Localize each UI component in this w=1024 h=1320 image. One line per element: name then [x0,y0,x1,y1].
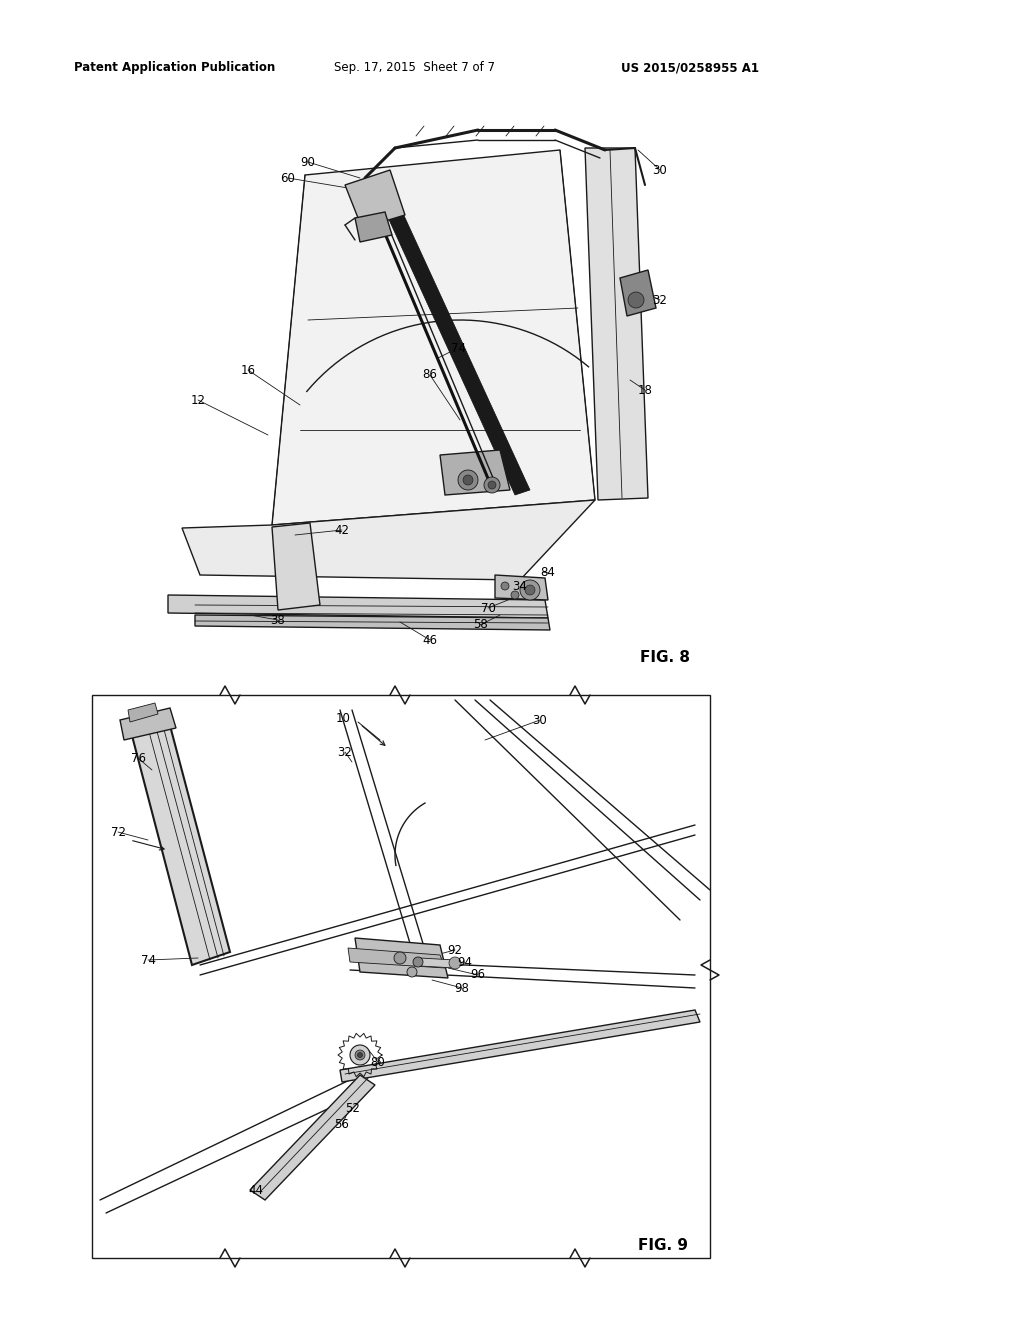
Polygon shape [130,718,230,965]
Polygon shape [182,500,595,579]
Polygon shape [348,948,445,968]
Circle shape [407,968,417,977]
Circle shape [525,585,535,595]
Circle shape [520,579,540,601]
Text: 74: 74 [451,342,466,355]
Text: 56: 56 [335,1118,349,1131]
Polygon shape [128,704,158,722]
Text: 16: 16 [241,363,256,376]
Text: Sep. 17, 2015  Sheet 7 of 7: Sep. 17, 2015 Sheet 7 of 7 [335,62,496,74]
Text: 70: 70 [480,602,496,615]
Circle shape [355,1049,365,1060]
Polygon shape [272,523,319,610]
Text: 96: 96 [470,969,485,982]
Text: 12: 12 [190,393,206,407]
Polygon shape [440,450,510,495]
Text: 90: 90 [301,156,315,169]
Circle shape [350,1045,370,1065]
Text: Patent Application Publication: Patent Application Publication [75,62,275,74]
Text: FIG. 9: FIG. 9 [638,1238,688,1253]
Polygon shape [340,1010,700,1082]
Circle shape [524,583,532,591]
Circle shape [501,582,509,590]
Text: 84: 84 [541,566,555,579]
Circle shape [484,477,500,492]
Polygon shape [355,213,392,242]
Polygon shape [168,595,548,618]
Text: 46: 46 [423,634,437,647]
Text: 30: 30 [532,714,548,726]
Text: FIG. 8: FIG. 8 [640,651,690,665]
Polygon shape [380,195,530,495]
Text: 32: 32 [338,746,352,759]
Polygon shape [585,148,648,500]
Text: 30: 30 [652,164,668,177]
Text: 18: 18 [638,384,652,396]
Text: 32: 32 [652,293,668,306]
Text: 94: 94 [458,957,472,969]
Circle shape [488,480,496,488]
Circle shape [463,475,473,484]
Text: 74: 74 [140,953,156,966]
Text: 38: 38 [270,614,286,627]
Text: 80: 80 [371,1056,385,1068]
Circle shape [511,591,519,599]
Polygon shape [420,958,455,968]
Polygon shape [495,576,548,601]
Text: 34: 34 [513,579,527,593]
Polygon shape [272,150,595,525]
Text: 92: 92 [447,944,463,957]
Polygon shape [250,1074,375,1200]
Text: 86: 86 [423,368,437,381]
Bar [92,696,710,1258]
Circle shape [357,1052,362,1057]
Polygon shape [355,939,449,978]
Text: 98: 98 [455,982,469,994]
Text: 76: 76 [130,751,145,764]
Text: 44: 44 [249,1184,263,1196]
Text: 42: 42 [335,524,349,536]
Polygon shape [345,170,406,228]
Text: 10: 10 [336,711,350,725]
Circle shape [394,952,406,964]
Polygon shape [620,271,656,315]
Text: 72: 72 [111,825,126,838]
Circle shape [449,957,461,969]
Text: 58: 58 [473,619,487,631]
Text: US 2015/0258955 A1: US 2015/0258955 A1 [621,62,759,74]
Text: 52: 52 [345,1101,360,1114]
Text: 60: 60 [281,172,296,185]
Circle shape [458,470,478,490]
Circle shape [413,957,423,968]
Circle shape [628,292,644,308]
Polygon shape [120,708,176,741]
Polygon shape [195,615,550,630]
